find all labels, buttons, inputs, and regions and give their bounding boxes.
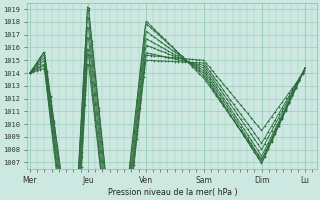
X-axis label: Pression niveau de la mer( hPa ): Pression niveau de la mer( hPa ): [108, 188, 237, 197]
